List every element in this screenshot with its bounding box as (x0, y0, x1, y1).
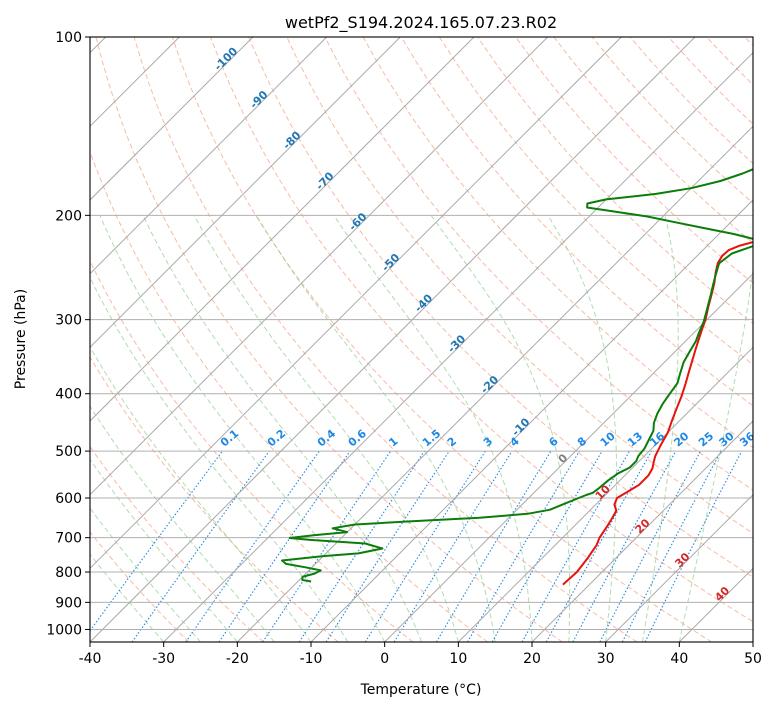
x-tick-label: -20 (226, 651, 249, 667)
moist-adiabat (642, 215, 679, 642)
mixing-ratio-line (435, 450, 552, 642)
y-tick-label: 500 (55, 444, 82, 460)
y-tick-label: 1000 (46, 622, 82, 638)
mixing-ratio-line (599, 450, 701, 642)
dry-adiabat (515, 37, 753, 284)
y-tick-label: 600 (55, 491, 82, 507)
moist-adiabat (255, 215, 496, 642)
isotherm-line (90, 37, 696, 642)
isotherm-line (90, 37, 475, 422)
mixing-ratio-line (90, 450, 223, 632)
isotherm-line (90, 37, 401, 349)
dry-adiabat (210, 37, 753, 623)
isotherm-line (90, 37, 622, 570)
moist-adiabat (193, 215, 459, 642)
moist-adiabat (678, 265, 753, 642)
isotherm-line (310, 199, 753, 642)
y-tick-label: 100 (55, 30, 82, 46)
mixing-ratio-line (131, 450, 270, 642)
mixing-ratio-lines (90, 450, 743, 642)
y-tick-label: 900 (55, 595, 82, 611)
dry-adiabat (171, 37, 712, 642)
mixing-ratio-line (644, 450, 743, 642)
moist-adiabat (142, 215, 422, 642)
mixing-ratio-line (364, 450, 486, 642)
mixing-ratio-line (545, 450, 653, 642)
moist-adiabat (90, 507, 201, 642)
mixing-ratio-line (621, 450, 722, 642)
dry-adiabat (90, 531, 190, 642)
isotherm-line (90, 37, 328, 275)
x-tick-label: 10 (449, 651, 467, 667)
dry-adiabat (248, 37, 753, 578)
dry-adiabat (400, 37, 753, 407)
isotherm-line (605, 493, 753, 642)
isotherm-line (163, 51, 753, 642)
y-axis-label: Pressure (hPa) (13, 289, 29, 389)
mixing-ratio-line (393, 450, 513, 642)
x-tick-label: 0 (380, 651, 389, 667)
dry-adiabat (90, 150, 488, 642)
skewed-isotherms (90, 37, 753, 642)
dry-adiabat (133, 37, 638, 642)
dry-adiabat (438, 37, 753, 366)
x-tick-label: 30 (597, 651, 615, 667)
dry-adiabat (90, 445, 264, 642)
y-tick-label: 300 (55, 313, 82, 329)
dry-adiabat (95, 37, 563, 642)
dewpoint-trace (281, 168, 753, 583)
x-tick-label: -30 (152, 651, 175, 667)
moist-adiabat (430, 215, 571, 642)
y-tick-label: 400 (55, 387, 82, 403)
mixing-ratio-line (298, 450, 425, 642)
moist-adiabat (90, 276, 349, 642)
mixing-ratio-line (218, 450, 351, 642)
plot-frame (89, 36, 754, 643)
isotherm-line (90, 37, 254, 201)
isotherm-line (457, 346, 753, 642)
dry-adiabat (324, 37, 753, 491)
moist-adiabat (547, 215, 617, 642)
moist-adiabat (90, 345, 312, 642)
mixing-ratio-line (262, 450, 392, 642)
x-tick-label: -40 (79, 651, 102, 667)
x-tick-label: 20 (523, 651, 541, 667)
moist-adiabats (90, 215, 753, 642)
y-axis-ticks: 100 200 300 400 500 600 700 800 900 1000 (46, 30, 90, 638)
chart-title: wetPf2_S194.2024.165.07.23.R02 (285, 13, 557, 33)
mixing-ratio-line (521, 450, 630, 642)
isotherm-line (531, 420, 753, 642)
moist-adiabat (90, 458, 238, 642)
mixing-ratio-line (185, 450, 320, 642)
isotherm-line (90, 37, 549, 496)
isotherm-line (384, 272, 753, 642)
y-tick-label: 200 (55, 208, 82, 224)
moist-adiabat (99, 215, 386, 642)
moist-adiabat (90, 553, 165, 642)
dry-adiabat (90, 356, 339, 642)
x-tick-label: 50 (744, 651, 762, 667)
y-tick-label: 800 (55, 565, 82, 581)
x-tick-label: 40 (670, 651, 688, 667)
dry-adiabats (90, 37, 753, 642)
y-tick-label: 700 (55, 531, 82, 547)
sounding-traces (281, 168, 753, 586)
mixing-ratio-line (325, 450, 450, 642)
x-axis-ticks: -40 -30 -20 -10 0 10 20 30 40 50 (79, 642, 762, 667)
mixing-ratio-line (572, 450, 677, 642)
x-tick-label: -10 (300, 651, 323, 667)
x-axis-label: Temperature (°C) (360, 682, 482, 698)
